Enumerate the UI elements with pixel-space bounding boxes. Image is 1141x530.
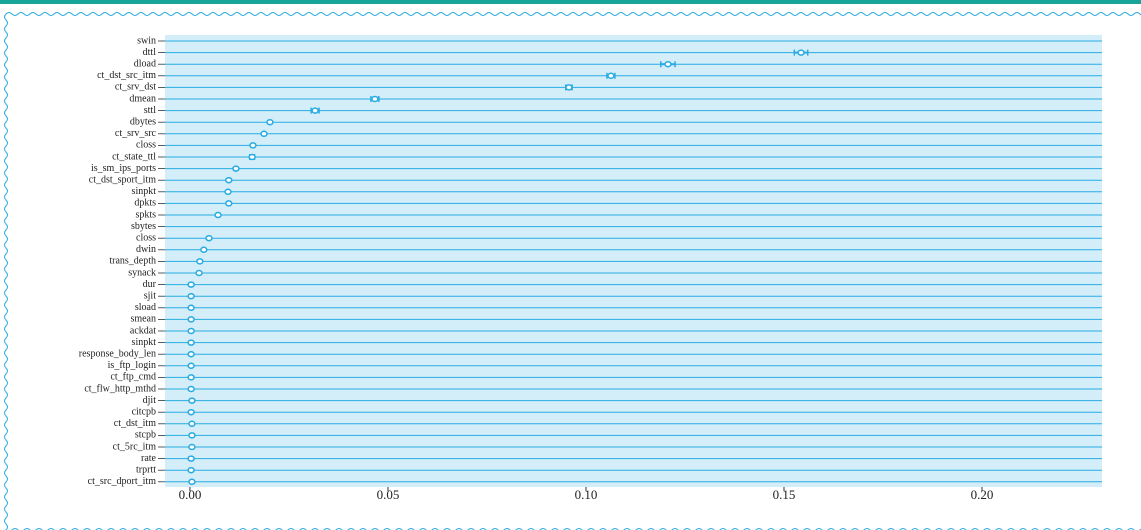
x-tick-label: 0.00 <box>179 487 202 502</box>
y-tick-label: is_sm_ips_ports <box>91 163 156 174</box>
dot <box>188 432 196 439</box>
y-tick-label: sinpkt <box>132 186 157 197</box>
dot <box>187 374 195 381</box>
y-tick-label: sinpkt <box>132 337 157 348</box>
x-tick-label: 0.15 <box>773 487 796 502</box>
dot <box>188 443 196 451</box>
y-tick-label: citcpb <box>132 406 156 417</box>
dot <box>188 478 196 486</box>
dot <box>664 60 672 68</box>
dot <box>187 350 195 358</box>
dot <box>187 466 195 474</box>
x-tick-label: 0.10 <box>575 487 598 502</box>
y-tick-label: ct_srv_src <box>115 128 157 139</box>
y-tick-label: swin <box>137 35 156 46</box>
dot <box>225 200 233 207</box>
y-tick-label: closs <box>136 232 156 243</box>
dot <box>249 142 257 149</box>
dot <box>248 153 256 161</box>
y-tick-label: ct_srv_dst <box>115 82 156 93</box>
plot-area: swindttldloadct_dst_src_itmct_srv_dstdme… <box>79 35 1102 502</box>
y-tick-label: ct_flw_http_mthd <box>84 383 156 394</box>
y-tick-label: sload <box>135 302 156 313</box>
dot <box>188 397 196 404</box>
y-tick-label: sttl <box>144 105 156 116</box>
y-tick-label: dur <box>143 279 157 290</box>
y-tick-label: response_body_len <box>79 348 156 359</box>
dot <box>266 118 274 126</box>
dot <box>187 304 195 312</box>
y-tick-label: ct_5rc_itm <box>113 441 157 452</box>
dot <box>232 165 240 172</box>
wavy-border <box>4 12 1141 530</box>
dot <box>187 316 195 323</box>
y-tick-label: dbytes <box>130 116 156 127</box>
dot <box>195 269 203 277</box>
dot <box>607 72 615 80</box>
y-tick-label: spkts <box>135 209 156 220</box>
y-tick-label: is_ftp_login <box>108 360 156 371</box>
dot <box>187 408 195 416</box>
y-tick-label: closs <box>136 140 156 151</box>
y-tick-label: sjit <box>144 290 156 301</box>
y-tick-label: trprtt <box>136 464 156 475</box>
y-tick-label: rate <box>141 453 157 464</box>
y-tick-label: ct_src_dport_itm <box>88 476 157 487</box>
y-tick-label: stcpb <box>135 430 156 441</box>
y-tick-label: djit <box>143 395 157 406</box>
dot <box>214 211 222 219</box>
y-tick-label: dload <box>134 58 156 69</box>
y-tick-label: dttl <box>143 47 157 58</box>
y-tick-label: smean <box>130 314 156 325</box>
y-tick-label: dmean <box>129 93 156 104</box>
dot <box>260 130 268 138</box>
top-bar <box>0 0 1141 4</box>
y-tick-label: ct_state_ttl <box>112 151 156 162</box>
dot <box>196 258 204 265</box>
y-tick-label: ct_dst_itm <box>114 418 156 429</box>
dot <box>311 107 319 114</box>
x-tick-label: 0.05 <box>377 487 400 502</box>
x-tick-label: 0.20 <box>971 487 994 502</box>
y-tick-label: dpkts <box>134 198 156 209</box>
dot <box>187 385 195 393</box>
dot <box>565 84 573 91</box>
y-tick-label: synack <box>128 267 156 278</box>
dot <box>205 234 213 242</box>
dot <box>225 176 233 184</box>
y-tick-label: dwin <box>136 244 156 255</box>
y-tick-label: sbytes <box>131 221 156 232</box>
dot <box>371 95 379 103</box>
dot <box>187 327 195 335</box>
dot <box>224 188 232 196</box>
dot <box>187 362 195 370</box>
dot <box>200 246 208 254</box>
y-tick-label: ackdat <box>130 325 156 336</box>
dot <box>187 292 195 300</box>
y-tick-label: ct_ftp_cmd <box>110 372 156 383</box>
dot <box>187 339 195 346</box>
y-tick-label: ct_dst_src_itm <box>97 70 156 81</box>
dot <box>188 420 196 428</box>
dot <box>187 281 195 288</box>
dot <box>797 49 805 56</box>
y-tick-label: ct_dst_sport_itm <box>89 174 156 185</box>
y-tick-label: trans_depth <box>109 256 156 267</box>
dot <box>187 455 195 462</box>
